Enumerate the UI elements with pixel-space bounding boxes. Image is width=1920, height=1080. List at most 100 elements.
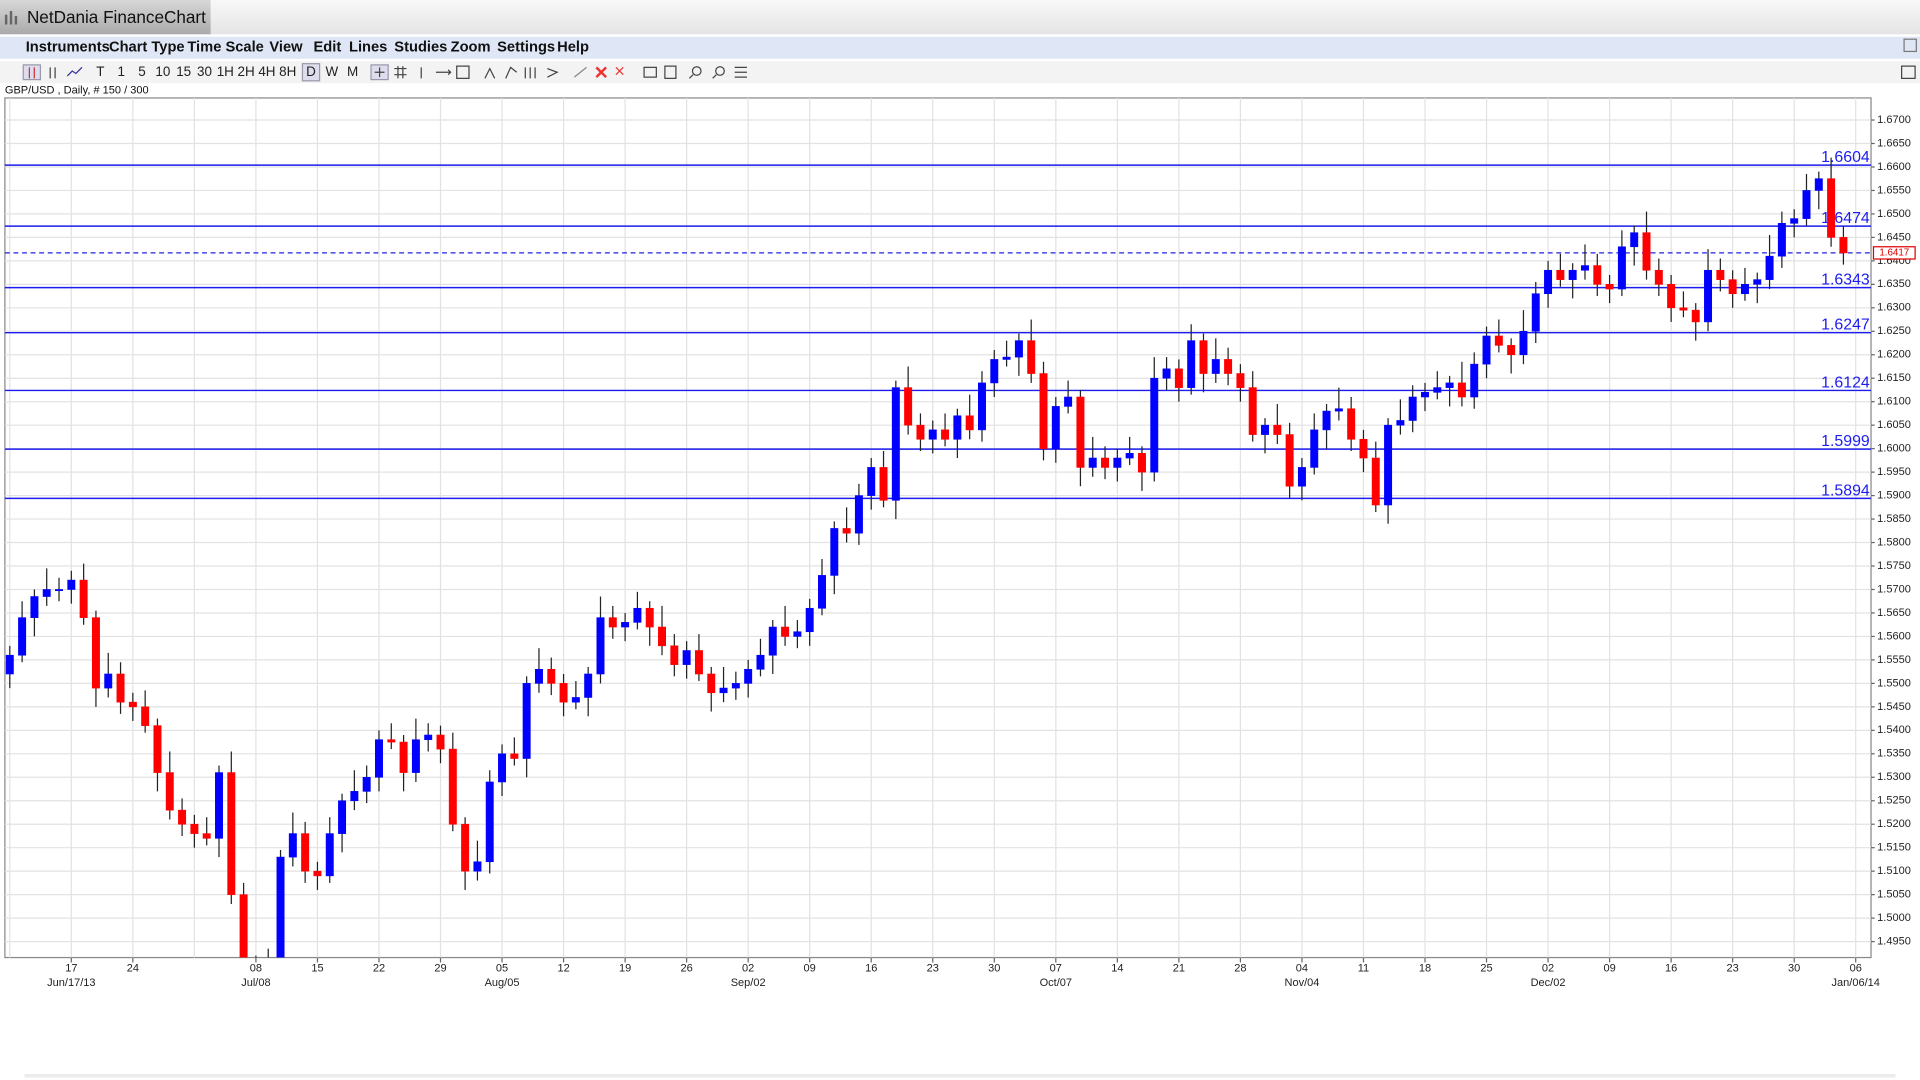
candle-body (1285, 434, 1294, 487)
y-tick-label: 1.6350 (1877, 278, 1911, 290)
x-tick-label: 07 (1050, 962, 1062, 974)
timescale-buttons: T 1 5 10 15 30 1H 2H 4H 8H D W M (96, 63, 358, 82)
timescale-button[interactable]: 1 (117, 64, 124, 79)
y-tick-label: 1.5550 (1877, 654, 1911, 666)
menu-item[interactable]: View (269, 40, 303, 56)
grid (4, 97, 1872, 958)
candle-body (1236, 373, 1245, 388)
candle-body (1162, 368, 1171, 379)
candle-body (891, 387, 900, 501)
y-tick-label: 1.6100 (1877, 396, 1911, 408)
candle-body (978, 382, 986, 431)
timescale-button[interactable]: 30 (197, 64, 212, 79)
timescale-button[interactable]: D (306, 64, 316, 79)
timescale-button[interactable]: 8H (279, 64, 296, 79)
y-tick-label: 1.5700 (1877, 583, 1911, 595)
timescale-button[interactable]: 2H (238, 64, 255, 79)
x-tick-label: 30 (988, 962, 1000, 974)
instrument-info: GBP/USD , Daily, # 150 / 300 (5, 85, 149, 97)
candle-body (1334, 408, 1343, 412)
x-tick-label: 28 (1234, 962, 1246, 974)
candle-body (571, 697, 580, 703)
x-tick-label: 15 (311, 962, 323, 974)
candle-body (128, 701, 137, 708)
candle-body (1556, 269, 1565, 280)
candle-body (399, 741, 408, 773)
candle-body (325, 833, 334, 877)
menu-item[interactable]: Help (557, 40, 589, 56)
x-tick-label: 23 (1727, 962, 1739, 974)
timescale-button[interactable]: 10 (155, 64, 170, 79)
candle-body (731, 683, 740, 689)
last-price-box (1872, 246, 1916, 260)
candle-body (1790, 218, 1799, 224)
menu-item[interactable]: Chart Type (109, 40, 185, 56)
candle-body (1581, 265, 1589, 271)
candle-body (1605, 284, 1614, 290)
window-button[interactable] (1903, 38, 1917, 53)
candle-body (18, 617, 27, 656)
candle-body (854, 495, 863, 534)
candle-body (719, 687, 728, 694)
candle-body (1667, 284, 1676, 309)
timescale-button[interactable]: 1H (217, 64, 234, 79)
candle-body (276, 856, 285, 958)
candle-body (1347, 408, 1356, 440)
y-tick-label: 1.5200 (1877, 818, 1911, 830)
candle-body (1740, 284, 1749, 295)
candle-body (227, 772, 236, 895)
candle-body (867, 467, 876, 496)
candle-body (1704, 269, 1713, 323)
candle-body (1408, 396, 1417, 421)
x-period-label: Jan/06/14 (1832, 977, 1880, 989)
menu-item[interactable]: Zoom (451, 40, 491, 56)
candle-body (1113, 457, 1122, 468)
menu-item[interactable]: Edit (313, 40, 341, 56)
candle-body (744, 668, 753, 684)
candle-body (928, 429, 937, 440)
timescale-button[interactable]: 15 (176, 64, 191, 79)
candle-body (1359, 438, 1368, 459)
y-tick-label: 1.5950 (1877, 466, 1911, 478)
y-tick-label: 1.6050 (1877, 419, 1911, 431)
candle-body (1544, 269, 1553, 295)
candle-body (559, 683, 568, 703)
candle-body (608, 617, 617, 628)
menu-item[interactable]: Lines (349, 40, 387, 56)
candle-body (1174, 368, 1183, 388)
y-tick-label: 1.5350 (1877, 748, 1911, 760)
candle-body (202, 833, 211, 839)
timescale-button[interactable]: W (325, 64, 338, 79)
timescale-button[interactable]: M (347, 64, 358, 79)
y-tick-label: 1.6150 (1877, 372, 1911, 384)
x-tick-label: 02 (742, 962, 754, 974)
timescale-button[interactable]: T (96, 64, 104, 79)
title-bar (0, 0, 1920, 35)
candle-body (1125, 453, 1134, 459)
menu-item[interactable]: Settings (497, 40, 555, 56)
menu-item[interactable]: Studies (394, 40, 447, 56)
timescale-button[interactable]: 5 (138, 64, 145, 79)
candle-body (1568, 269, 1577, 280)
candle-body (510, 753, 519, 759)
candle-body (547, 668, 556, 684)
candle-body (30, 596, 39, 618)
x-tick-label: 21 (1173, 962, 1185, 974)
candle-body (79, 579, 88, 618)
candle-body (1039, 373, 1048, 449)
menu-item[interactable]: Instruments (26, 40, 110, 56)
x-tick-label: 06 (1850, 962, 1862, 974)
candle-body (1076, 396, 1085, 468)
candle-body (1199, 340, 1208, 374)
candle-body (436, 734, 445, 750)
timescale-button[interactable]: 4H (258, 64, 275, 79)
candle-body (768, 626, 777, 656)
x-tick-label: 14 (1111, 962, 1123, 974)
candle-body (1827, 178, 1836, 238)
candle-body (387, 739, 396, 743)
candle-body (1445, 382, 1454, 388)
logo-icon (4, 11, 18, 25)
menu-item[interactable]: Time Scale (187, 40, 263, 56)
